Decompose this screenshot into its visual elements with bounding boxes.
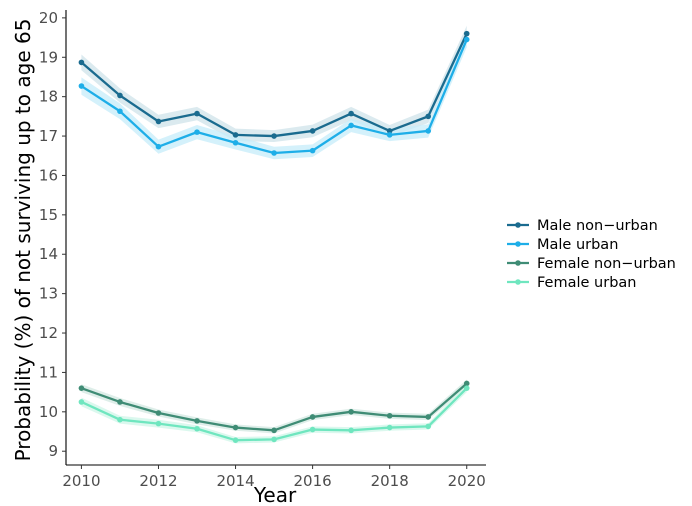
- point-female-urban-2020: [463, 385, 470, 391]
- legend-label: Female urban: [537, 275, 636, 291]
- y-tick-label: 15: [39, 206, 58, 224]
- point-female-non-urban-2014: [232, 424, 239, 431]
- point-female-urban-2010: [78, 399, 85, 405]
- x-tick-label: 2020: [448, 472, 486, 490]
- point-male-non-urban-2018: [386, 128, 393, 134]
- point-male-non-urban-2011: [117, 92, 123, 99]
- point-male-urban-2011: [117, 108, 123, 115]
- point-female-urban-2011: [117, 416, 123, 423]
- point-female-non-urban-2013: [194, 418, 200, 424]
- point-female-non-urban-2020: [463, 380, 470, 387]
- y-tick-label: 9: [48, 442, 58, 460]
- point-male-urban-2020: [463, 36, 470, 43]
- point-female-non-urban-2011: [117, 399, 123, 405]
- x-tick-label: 2016: [294, 472, 332, 490]
- point-male-non-urban-2017: [348, 110, 354, 117]
- point-male-urban-2019: [425, 128, 432, 134]
- legend-swatch-point: [515, 241, 521, 247]
- point-male-urban-2014: [232, 139, 239, 146]
- series-lines: [80, 33, 468, 442]
- legend-swatch-point: [515, 222, 521, 228]
- y-tick-label: 14: [39, 245, 58, 263]
- y-tick-label: 13: [39, 285, 58, 303]
- point-female-urban-2019: [425, 423, 432, 430]
- point-male-non-urban-2016: [309, 128, 316, 134]
- point-female-urban-2018: [386, 424, 393, 431]
- y-axis-ticks: 9 10 11 12 13 14 15 16 17 18 19 20: [39, 9, 66, 460]
- point-female-urban-2015: [271, 436, 277, 443]
- legend-item-female-non-urban: Female non−urban: [507, 256, 676, 272]
- y-tick-label: 19: [39, 48, 58, 66]
- y-tick-label: 16: [39, 166, 58, 184]
- y-axis-title: Probability (%) of not surviving up to a…: [11, 19, 35, 462]
- point-female-urban-2016: [309, 426, 316, 433]
- legend-item-male-urban: Male urban: [507, 237, 618, 253]
- band-male-urban: [81, 31, 467, 160]
- point-male-non-urban-2012: [155, 118, 162, 125]
- band-female-non-urban: [81, 379, 467, 434]
- band-male-non-urban: [81, 25, 467, 142]
- confidence-bands: [81, 25, 467, 444]
- point-male-urban-2017: [348, 122, 354, 129]
- legend-label: Male non−urban: [537, 218, 658, 234]
- x-tick-label: 2018: [371, 472, 409, 490]
- point-female-non-urban-2018: [386, 412, 393, 419]
- point-male-non-urban-2015: [271, 133, 277, 139]
- point-female-non-urban-2012: [155, 410, 162, 416]
- legend-swatch-point: [515, 260, 521, 266]
- y-tick-label: 17: [39, 127, 58, 145]
- x-axis-title: Year: [253, 483, 297, 506]
- legend-item-male-non-urban: Male non−urban: [507, 218, 658, 234]
- point-female-non-urban-2016: [309, 414, 316, 420]
- point-female-non-urban-2019: [425, 414, 432, 420]
- y-tick-label: 12: [39, 324, 58, 342]
- point-female-urban-2014: [232, 437, 239, 443]
- point-female-urban-2013: [194, 425, 200, 432]
- series-points: [78, 30, 470, 443]
- legend-label: Female non−urban: [537, 256, 676, 272]
- point-male-urban-2015: [271, 150, 277, 156]
- point-male-urban-2018: [386, 132, 393, 138]
- point-female-non-urban-2015: [271, 427, 277, 434]
- point-male-non-urban-2010: [78, 59, 85, 66]
- legend-item-female-urban: Female urban: [507, 275, 636, 291]
- x-axis-ticks: 2010 2012 2014 2016 2018 2020: [62, 465, 486, 490]
- y-tick-label: 11: [39, 363, 58, 381]
- point-female-non-urban-2017: [348, 409, 354, 415]
- point-female-non-urban-2010: [78, 385, 85, 391]
- y-tick-label: 20: [39, 9, 58, 27]
- x-tick-label: 2010: [62, 472, 100, 490]
- point-female-urban-2017: [348, 427, 354, 434]
- point-male-urban-2013: [194, 129, 200, 135]
- point-male-non-urban-2013: [194, 110, 200, 117]
- point-male-urban-2010: [78, 83, 85, 89]
- legend: Male non−urban Male urban Female non−urban…: [507, 218, 676, 291]
- point-male-urban-2016: [309, 147, 316, 154]
- y-tick-label: 10: [39, 403, 58, 421]
- legend-label: Male urban: [537, 237, 618, 253]
- point-male-non-urban-2019: [425, 113, 432, 120]
- point-male-urban-2012: [155, 143, 162, 150]
- point-male-non-urban-2020: [463, 30, 470, 37]
- y-tick-label: 18: [39, 88, 58, 106]
- legend-swatch-point: [515, 279, 521, 285]
- point-female-urban-2012: [155, 420, 162, 427]
- point-male-non-urban-2014: [232, 132, 239, 138]
- x-tick-label: 2014: [216, 472, 254, 490]
- x-tick-label: 2012: [139, 472, 177, 490]
